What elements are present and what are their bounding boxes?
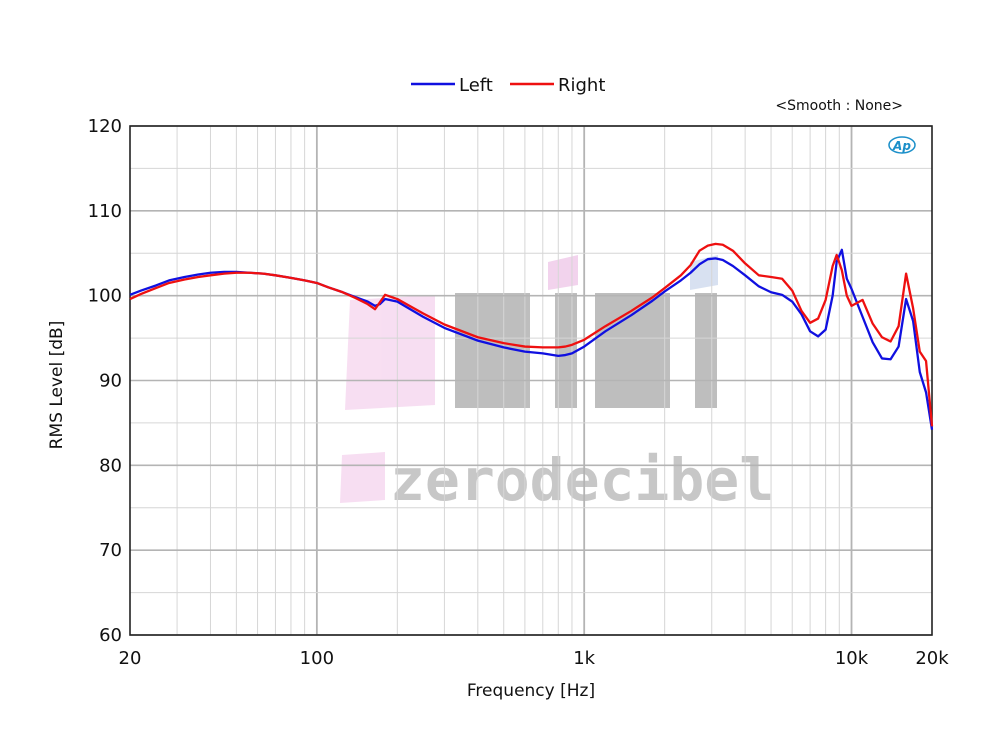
y-tick-label: 80 [99,455,122,476]
y-tick-label: 100 [88,286,122,307]
x-tick-label: 10k [835,648,869,669]
watermark-dot-1 [548,255,578,290]
watermark-block-b [595,293,670,408]
watermark-block-i2 [695,293,717,408]
ap-logo-text: Ap [892,139,911,153]
x-tick-label: 1k [573,648,595,669]
y-tick-label: 110 [88,201,122,222]
ap-logo: Ap [888,136,916,154]
legend: Left Right [411,75,605,96]
y-tick-label: 120 [88,116,122,137]
series-layer [129,242,934,430]
series-line-left [129,248,934,430]
watermark: zerodecibel [340,255,774,514]
plot-area-border [129,125,933,636]
legend-right-label: Right [558,75,605,96]
x-axis-ticks: 20 100 1k 10k 20k [119,648,950,669]
watermark-small-logo [340,452,385,503]
x-tick-label: 20k [915,648,949,669]
y-tick-label: 60 [99,625,122,646]
legend-left-label: Left [459,75,493,96]
y-tick-label: 70 [99,540,122,561]
x-tick-label: 20 [119,648,142,669]
watermark-small-text: zerodecibel [390,446,774,514]
y-axis-title: RMS Level [dB] [47,321,67,450]
chart-grid [130,125,932,636]
y-tick-label: 90 [99,371,122,392]
series-line-right [129,242,934,427]
smoothing-note: <Smooth : None> [775,98,903,114]
x-axis-title: Frequency [Hz] [467,681,595,701]
ap-logo-ring [888,136,916,154]
y-axis-ticks: 60 70 80 90 100 110 120 [88,116,122,646]
x-tick-label: 100 [300,648,334,669]
watermark-dot-2 [690,255,718,290]
